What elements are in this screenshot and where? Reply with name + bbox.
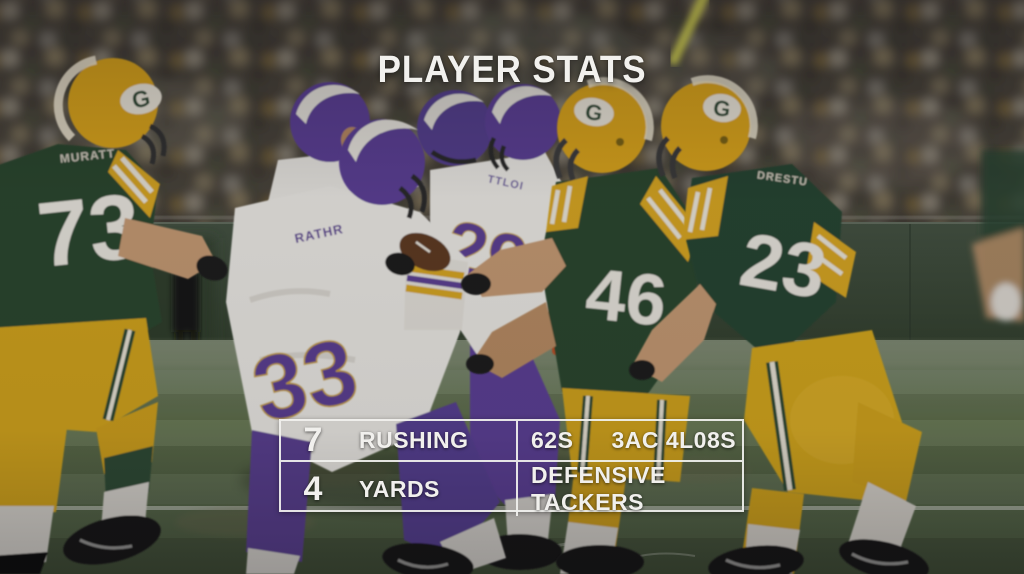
stat-cell-left: 4 YARDS [281,462,516,516]
stat-detail: 62S [531,427,574,453]
page-title: PLAYER STATS [0,49,1024,92]
stat-label: RUSHING [359,427,469,453]
stat-row-yards: 4 YARDS DEFENSIVE TACKERS [281,460,742,516]
stat-detail: DEFENSIVE TACKERS [531,462,666,515]
page-title-text: PLAYER STATS [377,49,647,91]
stat-cell-right: DEFENSIVE TACKERS [516,462,742,516]
stats-table: 7 RUSHING 62S 3AC 4L08S 4 YARDS DEFENSIV… [279,419,744,516]
stat-detail: 3AC 4L08S [611,427,737,453]
stat-label: YARDS [359,475,440,502]
stat-row-rushing: 7 RUSHING 62S 3AC 4L08S [281,421,742,460]
stat-value: 4 [303,469,323,508]
stat-cell-left: 7 RUSHING [281,421,516,460]
stat-value: 7 [303,421,323,459]
stat-cell-right: 62S 3AC 4L08S [516,421,742,460]
